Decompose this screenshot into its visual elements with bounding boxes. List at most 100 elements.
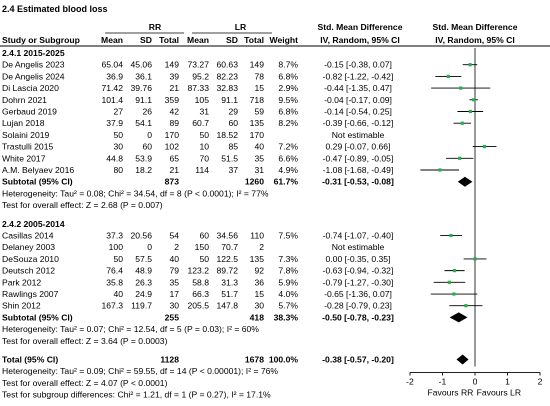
rr-total: 79 xyxy=(169,266,179,276)
subtotal-diamond xyxy=(457,176,473,187)
lr-mean: 58.8 xyxy=(192,277,209,287)
header-lr-total: Total xyxy=(244,35,264,45)
rr-mean: 65.04 xyxy=(101,60,123,70)
lr-sd: 32.83 xyxy=(216,83,238,93)
rr-sd: 36.1 xyxy=(135,71,152,81)
study-name: Lujan 2018 xyxy=(2,118,45,128)
effect-marker xyxy=(446,74,450,78)
rr-sd: 18.2 xyxy=(135,165,152,175)
rr-sd: 53.9 xyxy=(135,153,152,163)
study-ci-text: -0.74 [-1.07, -0.40] xyxy=(323,231,394,241)
study-weight: 6.8% xyxy=(278,71,298,81)
rr-mean: 76.4 xyxy=(106,266,123,276)
study-weight: 8.2% xyxy=(278,118,298,128)
rr-sd: 24.9 xyxy=(135,289,152,299)
subtotal-ci-text: -0.50 [-0.78, -0.23] xyxy=(322,312,394,322)
rr-sd: 39.76 xyxy=(130,83,152,93)
rr-total: 30 xyxy=(169,301,179,311)
subgroup-differences-text: Test for subgroup differences: Chi² = 1.… xyxy=(2,390,271,400)
study-weight: 7.5% xyxy=(278,231,298,241)
subgroup-label: 2.4.1 2015-2025 xyxy=(2,48,65,58)
effect-marker xyxy=(460,121,464,125)
total-rr-total: 1128 xyxy=(160,355,179,365)
rr-total: 40 xyxy=(169,254,179,264)
study-weight: 8.7% xyxy=(278,60,298,70)
study-weight: 5.9% xyxy=(278,277,298,287)
lr-total: 92 xyxy=(254,266,264,276)
lr-sd: 91.1 xyxy=(221,95,238,105)
x-tick-label: -2 xyxy=(406,377,414,387)
lr-mean: 60.7 xyxy=(192,118,209,128)
effect-marker xyxy=(468,109,473,114)
study-name: Di Lascia 2020 xyxy=(2,83,59,93)
study-ci-text: Not estimable xyxy=(332,130,385,140)
study-name: Trastulli 2015 xyxy=(2,142,53,152)
overall-effect-text: Test for overall effect: Z = 3.64 (P = 0… xyxy=(2,336,168,346)
lr-total: 110 xyxy=(250,231,264,241)
rr-mean: 40 xyxy=(113,289,123,299)
lr-total: 15 xyxy=(254,289,264,299)
x-tick-label: 1 xyxy=(505,377,510,387)
study-name: Rawlings 2007 xyxy=(2,289,59,299)
rr-sd: 91.1 xyxy=(135,95,152,105)
subtotal-rr-total: 873 xyxy=(165,177,180,187)
study-weight: 6.6% xyxy=(278,153,298,163)
lr-mean: 60 xyxy=(199,231,209,241)
study-weight: 6.8% xyxy=(278,107,298,117)
effect-marker xyxy=(473,257,477,261)
lr-total: 59 xyxy=(254,107,264,117)
study-ci-text: -0.82 [-1.22, -0.42] xyxy=(323,71,394,81)
lr-mean: 73.27 xyxy=(187,60,209,70)
rr-mean: 27 xyxy=(113,107,123,117)
study-ci-text: -0.14 [-0.54, 0.25] xyxy=(324,107,392,117)
subtotal-lr-total: 418 xyxy=(250,312,265,322)
rr-mean: 101.4 xyxy=(101,95,123,105)
lr-sd: 70.7 xyxy=(221,242,238,252)
rr-mean: 50 xyxy=(113,130,123,140)
study-name: Park 2012 xyxy=(2,277,41,287)
rr-sd: 48.9 xyxy=(135,266,152,276)
study-name: De Angelis 2024 xyxy=(2,71,65,81)
study-ci-text: -0.39 [-0.66, -0.12] xyxy=(323,118,394,128)
figure-title: 2.4 Estimated blood loss xyxy=(2,4,108,14)
study-weight: 9.5% xyxy=(278,95,298,105)
favours-right-label: Favours LR xyxy=(477,388,521,398)
lr-sd: 51.5 xyxy=(221,153,238,163)
lr-total: 135 xyxy=(250,118,265,128)
study-name: De Angelis 2023 xyxy=(2,60,65,70)
header-plot: Std. Mean Difference xyxy=(432,22,517,32)
study-weight: 7.8% xyxy=(278,266,298,276)
lr-mean: 105 xyxy=(195,95,210,105)
header-weight: Weight xyxy=(270,35,299,45)
overall-effect-text: Test for overall effect: Z = 2.68 (P = 0… xyxy=(2,200,163,210)
subtotal-rr-total: 255 xyxy=(165,312,180,322)
study-ci-text: -0.04 [-0.17, 0.09] xyxy=(324,95,392,105)
lr-total: 170 xyxy=(250,130,265,140)
subgroup-label: 2.4.2 2005-2014 xyxy=(2,219,65,229)
rr-total: 149 xyxy=(165,60,180,70)
rr-mean: 100 xyxy=(109,242,124,252)
lr-total: 30 xyxy=(254,301,264,311)
favours-left-label: Favours RR xyxy=(428,388,474,398)
study-weight: 7.3% xyxy=(278,254,298,264)
x-tick-label: 0 xyxy=(473,377,478,387)
rr-total: 21 xyxy=(169,165,179,175)
lr-sd: 37 xyxy=(228,165,238,175)
rr-total: 2 xyxy=(174,242,179,252)
lr-total: 718 xyxy=(250,95,265,105)
lr-mean: 87.33 xyxy=(187,83,209,93)
header-lr: LR xyxy=(235,22,247,32)
lr-sd: 18.52 xyxy=(216,130,238,140)
rr-total: 170 xyxy=(165,130,180,140)
effect-marker xyxy=(447,280,451,284)
subtotal-lr-total: 1260 xyxy=(245,177,264,187)
header-lr-sd: SD xyxy=(226,35,238,45)
subtotal-ci-text: -0.31 [-0.53, -0.08] xyxy=(322,177,394,187)
lr-mean: 66.3 xyxy=(192,289,209,299)
x-tick-label: -1 xyxy=(439,377,447,387)
subtotal-label: Subtotal (95% CI) xyxy=(2,312,73,322)
total-ci-text: -0.38 [-0.57, -0.20] xyxy=(322,355,394,365)
rr-sd: 60 xyxy=(142,142,152,152)
lr-mean: 205.5 xyxy=(187,301,209,311)
